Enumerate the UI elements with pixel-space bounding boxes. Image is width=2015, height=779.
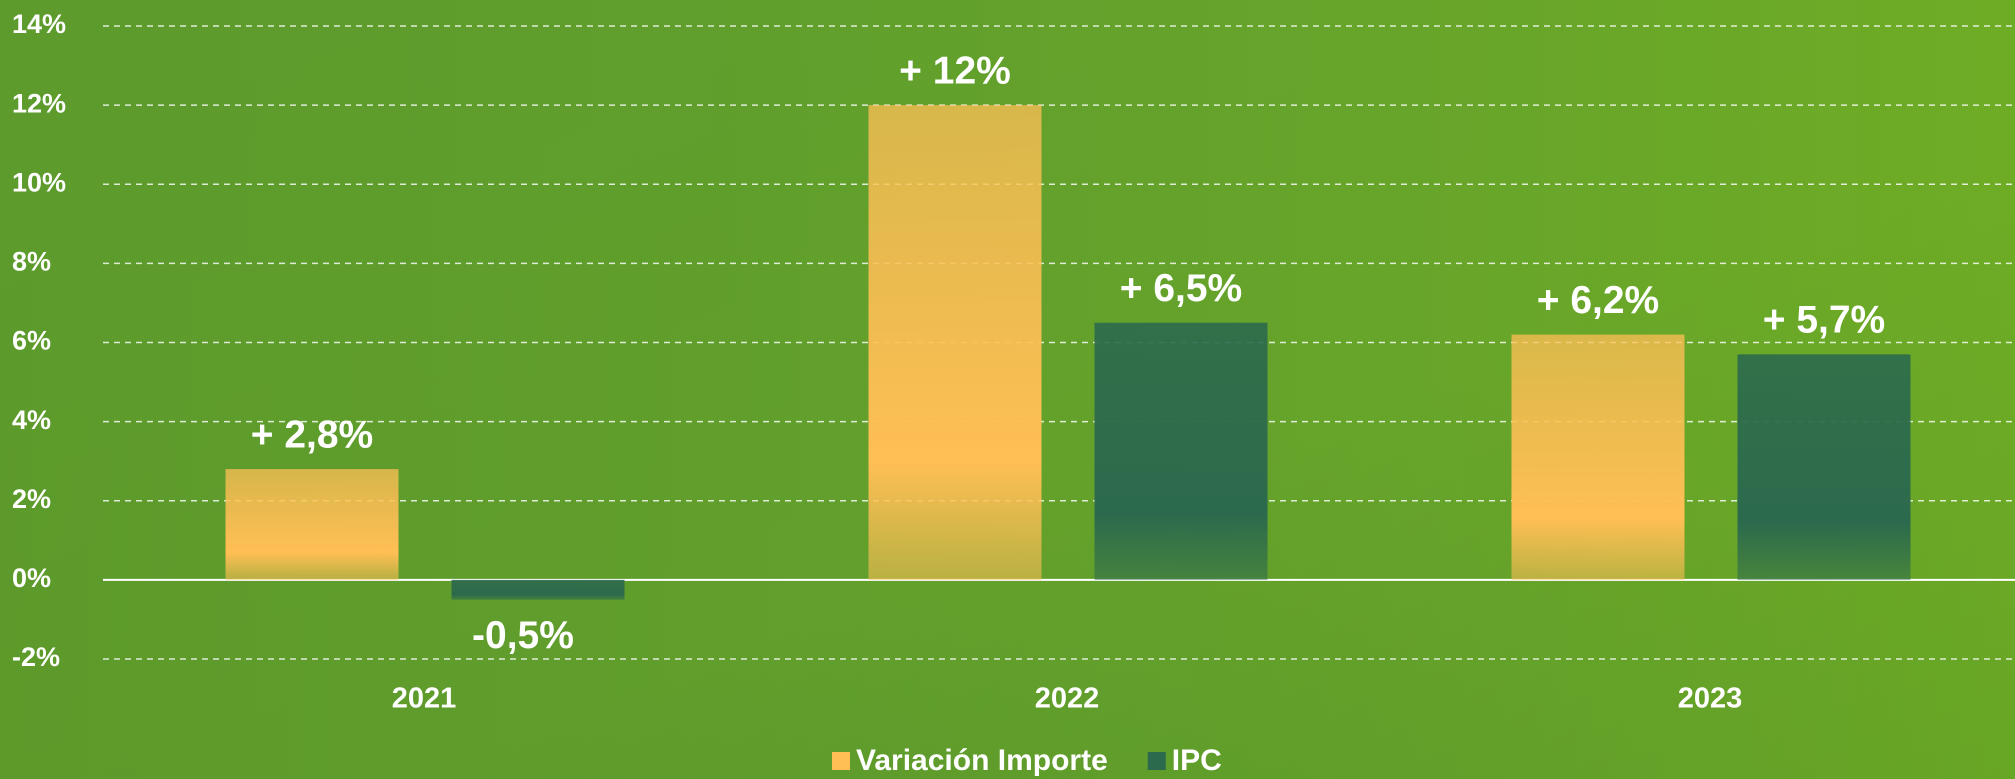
y-tick-label: 8% <box>12 247 51 277</box>
x-tick-label: 2021 <box>392 683 457 715</box>
bar <box>1095 323 1268 580</box>
y-tick-label: 14% <box>12 9 66 39</box>
bar <box>1738 354 1911 580</box>
y-tick-label: -2% <box>12 642 60 672</box>
bar <box>869 105 1042 580</box>
data-label: -0,5% <box>472 614 574 657</box>
data-label: + 6,5% <box>1120 267 1243 310</box>
page: {"chart_data": {"type": "bar", "categori… <box>0 0 2015 779</box>
y-tick-label: 2% <box>12 484 51 514</box>
legend-swatch <box>1148 752 1166 770</box>
y-tick-label: 10% <box>12 167 66 197</box>
legend-label: Variación Importe <box>856 744 1108 777</box>
x-tick-label: 2022 <box>1035 683 1100 715</box>
data-label: + 6,2% <box>1537 279 1660 322</box>
y-tick-label: 0% <box>12 563 51 593</box>
y-tick-label: 12% <box>12 88 66 118</box>
x-tick-label: 2023 <box>1678 683 1743 715</box>
legend-label: IPC <box>1172 744 1222 777</box>
chart: -2% 0% 2% 4% 6% 8% 10% 12% 14% 2021 + 2,8% -0,5% 202… <box>0 0 2015 779</box>
data-label: + 5,7% <box>1763 299 1886 342</box>
y-tick-label: 4% <box>12 405 51 435</box>
data-label: + 12% <box>899 49 1011 92</box>
bar <box>452 580 625 600</box>
legend-swatch <box>832 752 850 770</box>
bar <box>226 469 399 580</box>
data-label: + 2,8% <box>251 413 374 456</box>
bar <box>1512 335 1685 580</box>
y-tick-label: 6% <box>12 326 51 356</box>
